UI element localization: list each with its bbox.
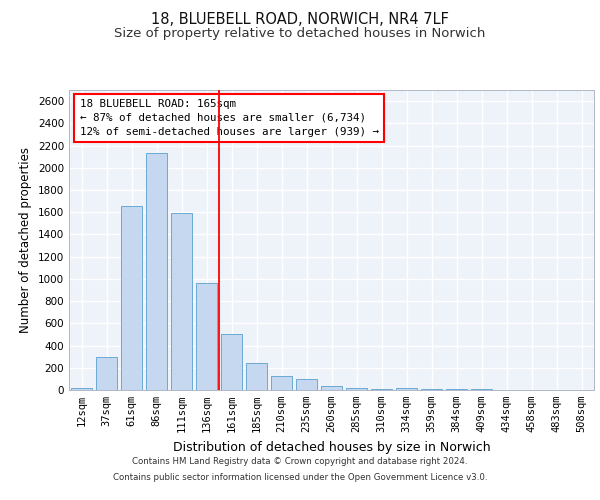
Bar (446, 389, 467, 390)
Bar (321, 386, 342, 390)
Bar (71, 388, 92, 390)
Bar (396, 388, 417, 390)
Bar (271, 376, 292, 390)
Bar (171, 214, 192, 390)
Bar (196, 284, 217, 390)
Bar (246, 363, 267, 390)
Bar (96, 356, 117, 390)
Bar (221, 334, 242, 390)
Bar (346, 388, 367, 390)
Y-axis label: Number of detached properties: Number of detached properties (19, 147, 32, 333)
Text: Size of property relative to detached houses in Norwich: Size of property relative to detached ho… (115, 28, 485, 40)
Text: Contains public sector information licensed under the Open Government Licence v3: Contains public sector information licen… (113, 472, 487, 482)
X-axis label: Distribution of detached houses by size in Norwich: Distribution of detached houses by size … (173, 440, 490, 454)
Text: Contains HM Land Registry data © Crown copyright and database right 2024.: Contains HM Land Registry data © Crown c… (132, 458, 468, 466)
Bar (121, 206, 142, 390)
Bar (371, 389, 392, 390)
Text: 18 BLUEBELL ROAD: 165sqm
← 87% of detached houses are smaller (6,734)
12% of sem: 18 BLUEBELL ROAD: 165sqm ← 87% of detach… (79, 99, 379, 137)
Bar (296, 379, 317, 390)
Bar (146, 154, 167, 390)
Text: 18, BLUEBELL ROAD, NORWICH, NR4 7LF: 18, BLUEBELL ROAD, NORWICH, NR4 7LF (151, 12, 449, 28)
